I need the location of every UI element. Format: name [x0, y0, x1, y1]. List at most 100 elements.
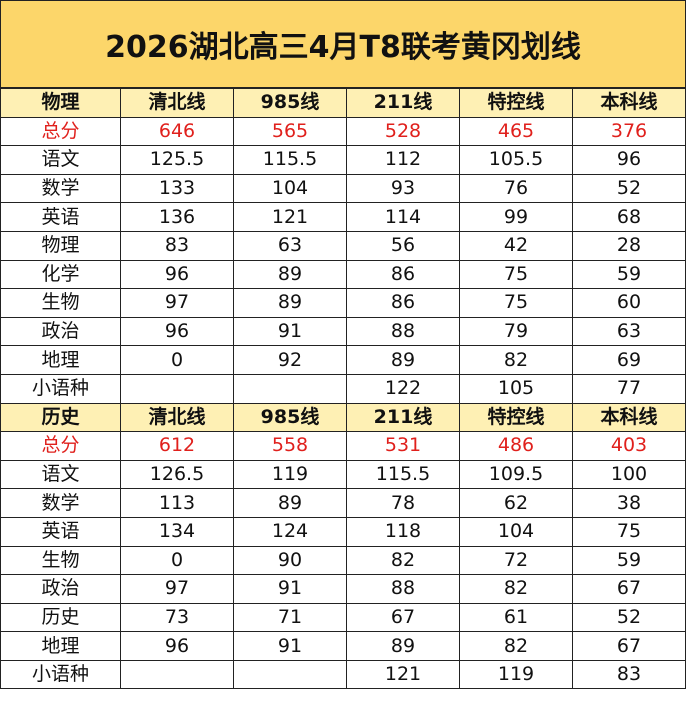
score-cell: 93: [346, 173, 460, 204]
data-row: 数学 133 104 93 76 52: [0, 173, 686, 204]
data-row: 政治 97 91 88 82 67: [0, 574, 686, 604]
score-cell: 115.5: [346, 459, 460, 490]
row-label: 政治: [0, 316, 121, 347]
score-cell: 63: [233, 230, 347, 261]
score-cell: 89: [346, 345, 460, 375]
score-cell: 528: [346, 116, 460, 147]
header-row: 历史 清北线 985线 211线 特控线 本科线: [0, 402, 686, 433]
score-cell: 72: [459, 545, 573, 576]
score-cell: 134: [120, 516, 234, 547]
score-cell: 96: [120, 316, 234, 347]
score-cell: 89: [346, 631, 460, 661]
score-cell: 376: [572, 116, 686, 147]
header-cell: 清北线: [120, 88, 234, 118]
header-row: 物理 清北线 985线 211线 特控线 本科线: [0, 88, 686, 118]
score-table: 物理 清北线 985线 211线 特控线 本科线 总分 646 565 528 465 376 语文 12…: [0, 88, 686, 690]
score-cell: 52: [572, 173, 686, 204]
empty-cell: [120, 373, 234, 404]
row-label: 总分: [0, 116, 121, 147]
score-cell: 28: [572, 230, 686, 261]
score-cell: 109.5: [459, 459, 573, 490]
data-row: 语文 125.5 115.5 112 105.5 96: [0, 145, 686, 175]
data-row: 生物 0 90 82 72 59: [0, 545, 686, 576]
score-cell: 136: [120, 202, 234, 232]
row-label: 生物: [0, 288, 121, 318]
score-cell: 89: [233, 288, 347, 318]
data-row: 物理 83 63 56 42 28: [0, 230, 686, 261]
score-cell: 75: [459, 288, 573, 318]
header-cell: 清北线: [120, 402, 234, 433]
row-label: 数学: [0, 488, 121, 518]
row-label: 英语: [0, 516, 121, 547]
score-cell: 59: [572, 545, 686, 576]
data-row: 小语种 121 119 83: [0, 659, 686, 690]
score-cell: 119: [233, 459, 347, 490]
score-cell: 82: [459, 345, 573, 375]
score-cell: 42: [459, 230, 573, 261]
row-label: 语文: [0, 459, 121, 490]
score-cell: 60: [572, 288, 686, 318]
data-row: 总分 612 558 531 486 403: [0, 431, 686, 461]
score-cell: 105: [459, 373, 573, 404]
score-cell: 71: [233, 602, 347, 633]
header-cell: 985线: [233, 402, 347, 433]
row-label: 数学: [0, 173, 121, 204]
empty-cell: [233, 373, 347, 404]
score-cell: 122: [346, 373, 460, 404]
row-label: 历史: [0, 602, 121, 633]
row-label: 总分: [0, 431, 121, 461]
row-label: 生物: [0, 545, 121, 576]
score-cell: 646: [120, 116, 234, 147]
score-cell: 612: [120, 431, 234, 461]
score-cell: 67: [572, 574, 686, 604]
score-cell: 67: [572, 631, 686, 661]
empty-cell: [233, 659, 347, 690]
score-cell: 121: [233, 202, 347, 232]
score-cell: 118: [346, 516, 460, 547]
row-label: 小语种: [0, 373, 121, 404]
row-label: 小语种: [0, 659, 121, 690]
score-cell: 77: [572, 373, 686, 404]
score-cell: 86: [346, 288, 460, 318]
data-row: 小语种 122 105 77: [0, 373, 686, 404]
score-cell: 90: [233, 545, 347, 576]
title: 2026湖北高三4月T8联考黄冈划线: [0, 0, 686, 88]
score-cell: 38: [572, 488, 686, 518]
score-cell: 76: [459, 173, 573, 204]
score-cell: 565: [233, 116, 347, 147]
score-cell: 112: [346, 145, 460, 175]
score-cell: 96: [120, 259, 234, 290]
header-cell: 历史: [0, 402, 121, 433]
score-cell: 558: [233, 431, 347, 461]
score-cell: 121: [346, 659, 460, 690]
header-cell: 211线: [346, 402, 460, 433]
header-cell: 物理: [0, 88, 121, 118]
score-cell: 83: [572, 659, 686, 690]
data-row: 英语 136 121 114 99 68: [0, 202, 686, 232]
score-cell: 88: [346, 574, 460, 604]
score-cell: 113: [120, 488, 234, 518]
score-cell: 78: [346, 488, 460, 518]
score-cell: 104: [459, 516, 573, 547]
data-row: 化学 96 89 86 75 59: [0, 259, 686, 290]
score-cell: 79: [459, 316, 573, 347]
score-cell: 531: [346, 431, 460, 461]
score-cell: 89: [233, 488, 347, 518]
row-label: 政治: [0, 574, 121, 604]
row-label: 化学: [0, 259, 121, 290]
score-cell: 124: [233, 516, 347, 547]
score-cell: 97: [120, 574, 234, 604]
score-cell: 67: [346, 602, 460, 633]
score-cell: 69: [572, 345, 686, 375]
data-row: 数学 113 89 78 62 38: [0, 488, 686, 518]
score-cell: 59: [572, 259, 686, 290]
score-cell: 63: [572, 316, 686, 347]
row-label: 地理: [0, 631, 121, 661]
score-cell: 61: [459, 602, 573, 633]
data-row: 政治 96 91 88 79 63: [0, 316, 686, 347]
score-cell: 82: [459, 574, 573, 604]
score-cell: 75: [572, 516, 686, 547]
score-cell: 82: [459, 631, 573, 661]
score-cell: 96: [572, 145, 686, 175]
data-row: 语文 126.5 119 115.5 109.5 100: [0, 459, 686, 490]
